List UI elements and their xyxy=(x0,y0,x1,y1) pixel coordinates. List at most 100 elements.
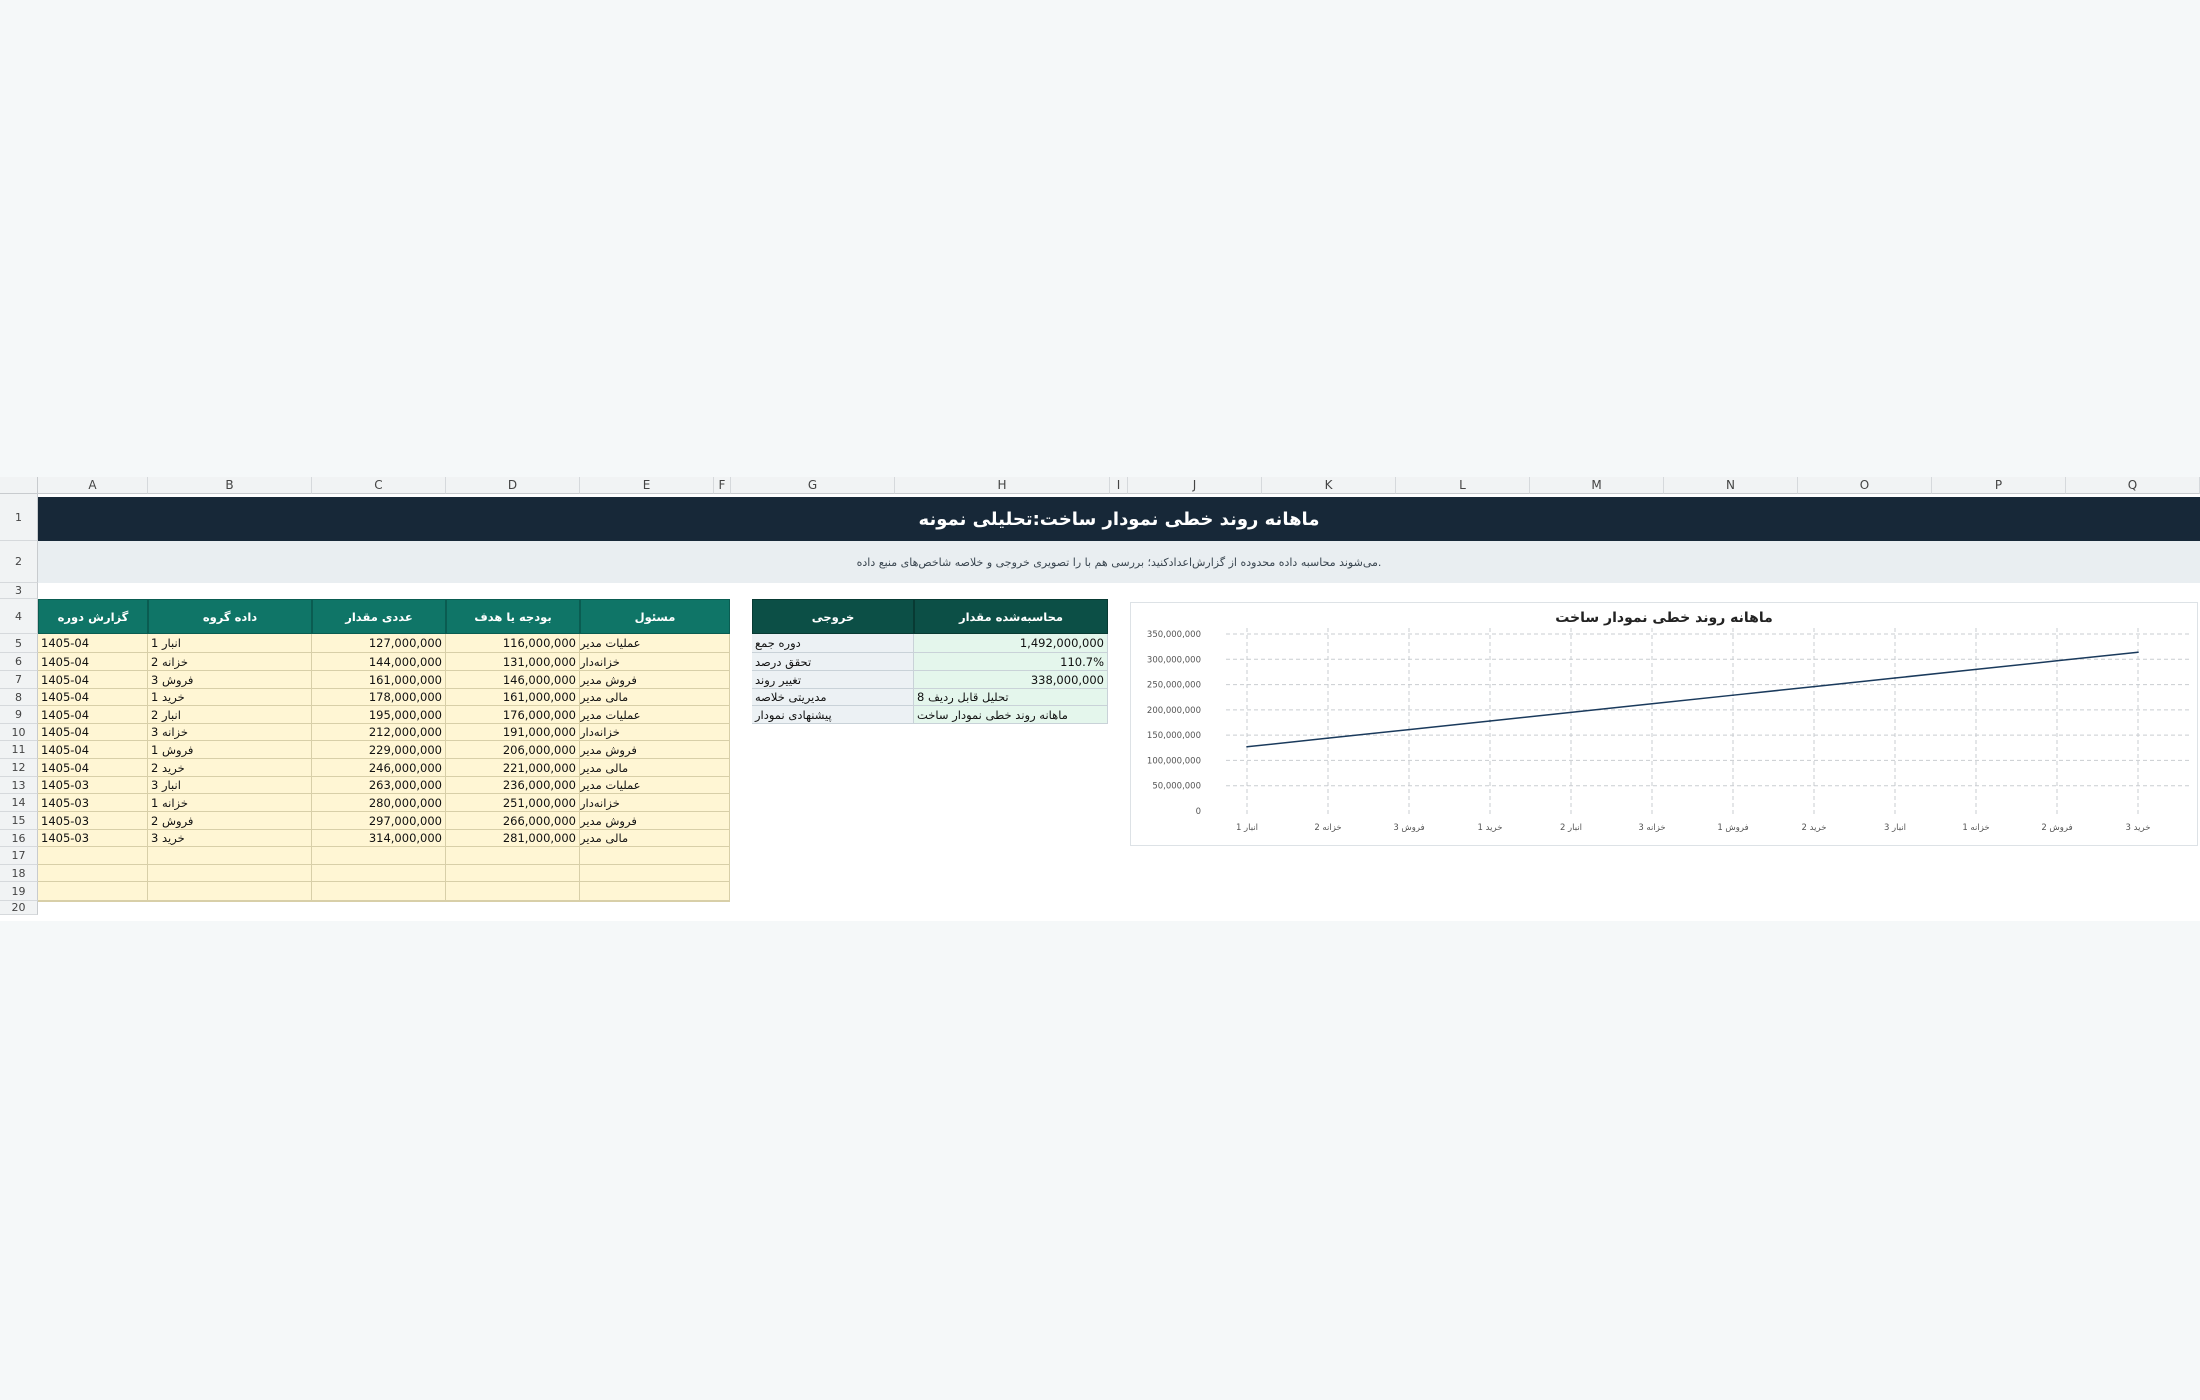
table-cell[interactable]: عملیات مدیر xyxy=(580,634,730,653)
table-cell[interactable]: مالی مدیر xyxy=(580,830,730,847)
row-header-8[interactable]: 8 xyxy=(0,689,38,706)
column-header-p[interactable]: P xyxy=(1932,477,2066,494)
column-header-l[interactable]: L xyxy=(1396,477,1530,494)
column-header-n[interactable]: N xyxy=(1664,477,1798,494)
row-header-4[interactable]: 4 xyxy=(0,599,38,634)
table-cell[interactable]: 195,000,000 xyxy=(312,706,446,724)
summary-value-cell[interactable]: ماهانه روند خطی نمودار ساخت xyxy=(914,706,1108,724)
table-cell[interactable]: فروش مدیر xyxy=(580,812,730,830)
table-empty-cell[interactable] xyxy=(446,847,580,865)
table-cell[interactable]: انبار 1 xyxy=(148,634,312,653)
row-header-20[interactable]: 20 xyxy=(0,901,38,915)
table-cell[interactable]: 178,000,000 xyxy=(312,689,446,706)
summary-value-cell[interactable]: 338,000,000 xyxy=(914,671,1108,689)
table-empty-cell[interactable] xyxy=(38,901,148,902)
summary-value-cell[interactable]: 1,492,000,000 xyxy=(914,634,1108,653)
table-empty-cell[interactable] xyxy=(312,847,446,865)
table-empty-cell[interactable] xyxy=(446,882,580,901)
row-header-2[interactable]: 2 xyxy=(0,541,38,583)
table-empty-cell[interactable] xyxy=(312,865,446,882)
table-cell[interactable]: 146,000,000 xyxy=(446,671,580,689)
table-cell[interactable]: 1405-04 xyxy=(38,689,148,706)
column-header-g[interactable]: G xyxy=(731,477,895,494)
table-cell[interactable]: 314,000,000 xyxy=(312,830,446,847)
table-empty-cell[interactable] xyxy=(38,847,148,865)
table-cell[interactable]: 266,000,000 xyxy=(446,812,580,830)
table-empty-cell[interactable] xyxy=(148,865,312,882)
summary-label-cell[interactable]: پیشنهادی نمودار xyxy=(752,706,914,724)
summary-header-cell[interactable]: محاسبه‌شده مقدار xyxy=(914,599,1108,634)
table-cell[interactable]: خرید 3 xyxy=(148,830,312,847)
select-all-corner[interactable] xyxy=(0,477,38,494)
column-header-k[interactable]: K xyxy=(1262,477,1396,494)
row-header-1[interactable]: 1 xyxy=(0,494,38,541)
row-header-15[interactable]: 15 xyxy=(0,812,38,830)
summary-header-cell[interactable]: خروجی xyxy=(752,599,914,634)
table-cell[interactable]: فروش 2 xyxy=(148,812,312,830)
table-cell[interactable]: 116,000,000 xyxy=(446,634,580,653)
table-cell[interactable]: 1405-04 xyxy=(38,724,148,741)
row-header-7[interactable]: 7 xyxy=(0,671,38,689)
column-header-b[interactable]: B xyxy=(148,477,312,494)
row-header-14[interactable]: 14 xyxy=(0,794,38,812)
table-empty-cell[interactable] xyxy=(148,847,312,865)
row-header-5[interactable]: 5 xyxy=(0,634,38,653)
table-cell[interactable]: خزانه‌دار xyxy=(580,653,730,671)
row-header-12[interactable]: 12 xyxy=(0,759,38,777)
line-chart[interactable]: ماهانه روند خطی نمودار ساخت 0 50,000,000 1… xyxy=(1130,602,2198,846)
table-cell[interactable]: 1405-03 xyxy=(38,777,148,794)
table-header-cell[interactable]: داده گروه xyxy=(148,599,312,634)
table-cell[interactable]: 191,000,000 xyxy=(446,724,580,741)
column-header-q[interactable]: Q xyxy=(2066,477,2200,494)
table-cell[interactable]: 131,000,000 xyxy=(446,653,580,671)
table-cell[interactable]: فروش مدیر xyxy=(580,741,730,759)
row-header-17[interactable]: 17 xyxy=(0,847,38,865)
table-cell[interactable]: عملیات مدیر xyxy=(580,706,730,724)
row-header-10[interactable]: 10 xyxy=(0,724,38,741)
table-cell[interactable]: 206,000,000 xyxy=(446,741,580,759)
summary-label-cell[interactable]: دوره جمع xyxy=(752,634,914,653)
table-empty-cell[interactable] xyxy=(580,882,730,901)
column-header-c[interactable]: C xyxy=(312,477,446,494)
table-cell[interactable]: مالی مدیر xyxy=(580,689,730,706)
row-header-18[interactable]: 18 xyxy=(0,865,38,882)
summary-label-cell[interactable]: مدیریتی خلاصه xyxy=(752,689,914,706)
table-cell[interactable]: 144,000,000 xyxy=(312,653,446,671)
table-cell[interactable]: 236,000,000 xyxy=(446,777,580,794)
table-cell[interactable]: 1405-04 xyxy=(38,671,148,689)
table-cell[interactable]: 1405-04 xyxy=(38,741,148,759)
column-header-j[interactable]: J xyxy=(1128,477,1262,494)
table-empty-cell[interactable] xyxy=(312,901,446,902)
table-cell[interactable]: خزانه‌دار xyxy=(580,724,730,741)
table-cell[interactable]: 1405-03 xyxy=(38,794,148,812)
table-cell[interactable]: فروش 1 xyxy=(148,741,312,759)
row-header-6[interactable]: 6 xyxy=(0,653,38,671)
table-header-cell[interactable]: گزارش دوره xyxy=(38,599,148,634)
table-cell[interactable]: خزانه 1 xyxy=(148,794,312,812)
table-cell[interactable]: عملیات مدیر xyxy=(580,777,730,794)
table-cell[interactable]: 246,000,000 xyxy=(312,759,446,777)
table-empty-cell[interactable] xyxy=(38,865,148,882)
table-cell[interactable]: 161,000,000 xyxy=(312,671,446,689)
column-header-o[interactable]: O xyxy=(1798,477,1932,494)
row-header-16[interactable]: 16 xyxy=(0,830,38,847)
table-cell[interactable]: 1405-04 xyxy=(38,653,148,671)
table-cell[interactable]: خزانه‌دار xyxy=(580,794,730,812)
column-header-a[interactable]: A xyxy=(38,477,148,494)
summary-value-cell[interactable]: تحلیل قابل ردیف 8 xyxy=(914,689,1108,706)
row-header-19[interactable]: 19 xyxy=(0,882,38,901)
column-header-i[interactable]: I xyxy=(1110,477,1128,494)
table-cell[interactable]: 281,000,000 xyxy=(446,830,580,847)
table-empty-cell[interactable] xyxy=(580,901,730,902)
table-cell[interactable]: 297,000,000 xyxy=(312,812,446,830)
table-cell[interactable]: خزانه 3 xyxy=(148,724,312,741)
table-header-cell[interactable]: عددی مقدار xyxy=(312,599,446,634)
table-cell[interactable]: 251,000,000 xyxy=(446,794,580,812)
table-cell[interactable]: 161,000,000 xyxy=(446,689,580,706)
table-cell[interactable]: 127,000,000 xyxy=(312,634,446,653)
column-header-d[interactable]: D xyxy=(446,477,580,494)
table-cell[interactable]: 229,000,000 xyxy=(312,741,446,759)
row-header-3[interactable]: 3 xyxy=(0,583,38,599)
table-empty-cell[interactable] xyxy=(580,865,730,882)
row-header-13[interactable]: 13 xyxy=(0,777,38,794)
